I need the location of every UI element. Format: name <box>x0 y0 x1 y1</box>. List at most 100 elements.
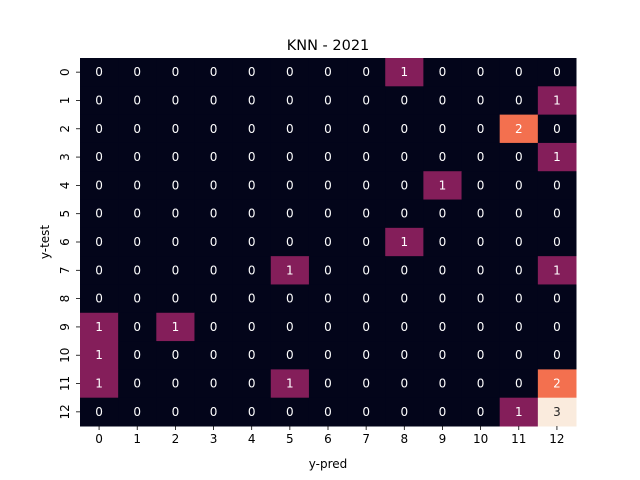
cell-value-label: 0 <box>324 65 332 79</box>
x-tick-label: 6 <box>324 432 332 446</box>
cell-value-label: 0 <box>133 320 141 334</box>
heatmap-cell <box>194 58 234 87</box>
cell-value-label: 0 <box>248 207 256 221</box>
cell-value-label: 0 <box>286 65 294 79</box>
heatmap-cell <box>270 114 310 144</box>
heatmap-cell <box>194 114 234 144</box>
cell-value-label: 0 <box>477 93 485 107</box>
y-tick-label: 9 <box>58 323 72 331</box>
heatmap-cell <box>461 341 501 370</box>
heatmap-cells: 0 0 0 0 0 0 0 0 1 0 0 0 0 0 0 0 0 0 0 0 0 0 0 0 0 1 0 0 0 0 0 0 0 0 0 0 0 2 0 0… <box>80 58 577 427</box>
heatmap-cell <box>232 199 272 229</box>
y-tick-label: 11 <box>58 376 72 391</box>
heatmap-cell <box>118 114 157 144</box>
heatmap-cell <box>232 341 272 370</box>
heatmap-cell <box>156 86 195 116</box>
heatmap-cell <box>499 341 539 370</box>
cell-value-label: 0 <box>477 320 485 334</box>
heatmap-cell <box>423 199 463 229</box>
heatmap-cell <box>270 142 310 172</box>
heatmap-cell <box>194 227 234 257</box>
heatmap-cell <box>80 114 119 144</box>
cell-value-label: 0 <box>362 377 370 391</box>
cell-value-label: 0 <box>362 348 370 362</box>
heatmap-cell <box>423 58 463 87</box>
cell-value-label: 0 <box>286 348 294 362</box>
cell-value-label: 0 <box>172 178 180 192</box>
cell-value-label: 0 <box>477 292 485 306</box>
cell-value-label: 0 <box>286 292 294 306</box>
cell-value-label: 0 <box>210 65 218 79</box>
x-tick-label: 4 <box>248 432 256 446</box>
cell-value-label: 0 <box>210 122 218 136</box>
heatmap-cell <box>156 256 195 285</box>
cell-value-label: 1 <box>439 178 447 192</box>
cell-value-label: 0 <box>553 178 561 192</box>
heatmap-cell <box>499 369 539 399</box>
heatmap-cell <box>194 256 234 285</box>
heatmap-cell <box>156 369 195 399</box>
y-tick-label: 7 <box>58 266 72 274</box>
heatmap-cell <box>347 341 386 370</box>
cell-value-label: 0 <box>210 377 218 391</box>
heatmap-cell <box>347 397 386 427</box>
cell-value-label: 0 <box>210 348 218 362</box>
cell-value-label: 0 <box>248 405 256 419</box>
cell-value-label: 0 <box>515 93 523 107</box>
heatmap-cell <box>156 341 195 370</box>
heatmap-cell <box>461 199 501 229</box>
heatmap-cell <box>347 227 386 257</box>
heatmap-cell <box>80 171 119 201</box>
cell-value-label: 0 <box>553 320 561 334</box>
heatmap-cell <box>118 369 157 399</box>
cell-value-label: 0 <box>439 348 447 362</box>
y-tick-label: 4 <box>58 182 72 190</box>
heatmap-cell <box>385 256 424 285</box>
cell-value-label: 0 <box>515 348 523 362</box>
cell-value-label: 0 <box>439 292 447 306</box>
heatmap-cell <box>385 397 424 427</box>
heatmap-cell <box>537 312 577 342</box>
x-tick-label: 5 <box>286 432 294 446</box>
cell-value-label: 0 <box>439 377 447 391</box>
heatmap-cell <box>461 142 501 172</box>
heatmap-cell <box>385 142 424 172</box>
cell-value-label: 0 <box>515 150 523 164</box>
cell-value-label: 0 <box>515 178 523 192</box>
cell-value-label: 0 <box>210 405 218 419</box>
cell-value-label: 0 <box>362 405 370 419</box>
cell-value-label: 0 <box>439 65 447 79</box>
heatmap-cell <box>232 397 272 427</box>
cell-value-label: 0 <box>362 235 370 249</box>
cell-value-label: 0 <box>400 207 408 221</box>
cell-value-label: 0 <box>439 263 447 277</box>
cell-value-label: 0 <box>286 405 294 419</box>
heatmap-cell <box>80 369 119 399</box>
heatmap-cell <box>118 341 157 370</box>
cell-value-label: 0 <box>400 93 408 107</box>
heatmap-cell <box>423 397 463 427</box>
heatmap-cell <box>270 369 310 399</box>
cell-value-label: 0 <box>362 263 370 277</box>
cell-value-label: 0 <box>324 348 332 362</box>
cell-value-label: 0 <box>172 235 180 249</box>
cell-value-label: 0 <box>553 207 561 221</box>
chart-title: KNN - 2021 <box>287 38 370 54</box>
heatmap-cell <box>156 58 195 87</box>
heatmap-cell <box>232 312 272 342</box>
cell-value-label: 0 <box>210 178 218 192</box>
heatmap-cell <box>308 58 348 87</box>
cell-value-label: 0 <box>324 320 332 334</box>
cell-value-label: 0 <box>172 405 180 419</box>
cell-value-label: 0 <box>210 235 218 249</box>
heatmap-cell <box>423 227 463 257</box>
cell-value-label: 0 <box>477 178 485 192</box>
heatmap-cell <box>308 171 348 201</box>
heatmap-cell <box>80 284 119 314</box>
heatmap-cell <box>232 256 272 285</box>
cell-value-label: 0 <box>133 235 141 249</box>
heatmap-cell <box>537 199 577 229</box>
heatmap-cell <box>156 142 195 172</box>
cell-value-label: 0 <box>324 263 332 277</box>
heatmap-cell <box>385 227 424 257</box>
